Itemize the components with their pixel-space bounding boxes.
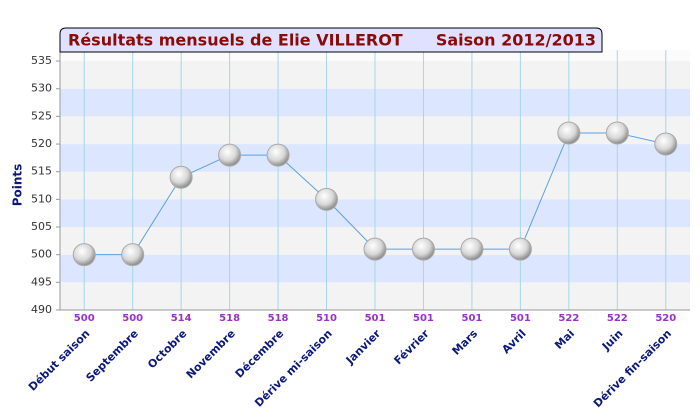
- value-label: 500: [122, 313, 143, 324]
- x-tick-label: Novembre: [184, 327, 238, 381]
- x-tick-label: Mai: [552, 327, 577, 352]
- value-label: 501: [510, 313, 531, 324]
- value-label: 514: [171, 313, 192, 324]
- point: [654, 132, 678, 156]
- x-tick-label: Décembre: [233, 327, 287, 381]
- point: [121, 243, 145, 267]
- y-tick-label: 510: [31, 192, 52, 205]
- point: [411, 237, 435, 261]
- value-label: 522: [607, 313, 628, 324]
- x-tick-label: Juin: [599, 327, 626, 354]
- value-label: 518: [219, 313, 240, 324]
- y-tick-label: 530: [31, 82, 52, 95]
- y-tick-label: 505: [31, 220, 52, 233]
- value-label: 501: [413, 313, 434, 324]
- point: [218, 143, 242, 167]
- y-tick-label: 515: [31, 165, 52, 178]
- y-tick-label: 490: [31, 303, 52, 316]
- value-label: 518: [268, 313, 289, 324]
- point: [315, 187, 339, 211]
- value-label: 522: [558, 313, 579, 324]
- y-tick-label: 520: [31, 137, 52, 150]
- value-label: 501: [461, 313, 482, 324]
- y-tick-label: 495: [31, 275, 52, 288]
- y-tick-label: 535: [31, 54, 52, 67]
- point: [72, 243, 96, 267]
- point: [557, 121, 581, 145]
- x-tick-label: Avril: [499, 327, 528, 356]
- value-label: 500: [74, 313, 95, 324]
- x-tick-label: Février: [392, 327, 433, 368]
- value-label: 520: [655, 313, 676, 324]
- point: [605, 121, 629, 145]
- point: [169, 165, 193, 189]
- point: [266, 143, 290, 167]
- x-tick-label: Janvier: [343, 327, 384, 368]
- value-label: 501: [365, 313, 386, 324]
- x-tick-label: Mars: [450, 327, 481, 358]
- title-box: [59, 27, 603, 53]
- chart-title: Résultats mensuels de Elie VILLEROT: [68, 31, 403, 50]
- point: [460, 237, 484, 261]
- chart-subtitle: Saison 2012/2013: [436, 31, 596, 50]
- point: [508, 237, 532, 261]
- x-tick-label: Début saison: [26, 327, 93, 394]
- x-tick-label: Septembre: [84, 327, 141, 384]
- y-axis-label: Points: [11, 164, 25, 207]
- point: [363, 237, 387, 261]
- value-label: 510: [316, 313, 337, 324]
- x-tick-label: Octobre: [145, 327, 189, 371]
- y-tick-label: 500: [31, 248, 52, 261]
- y-tick-label: 525: [31, 109, 52, 122]
